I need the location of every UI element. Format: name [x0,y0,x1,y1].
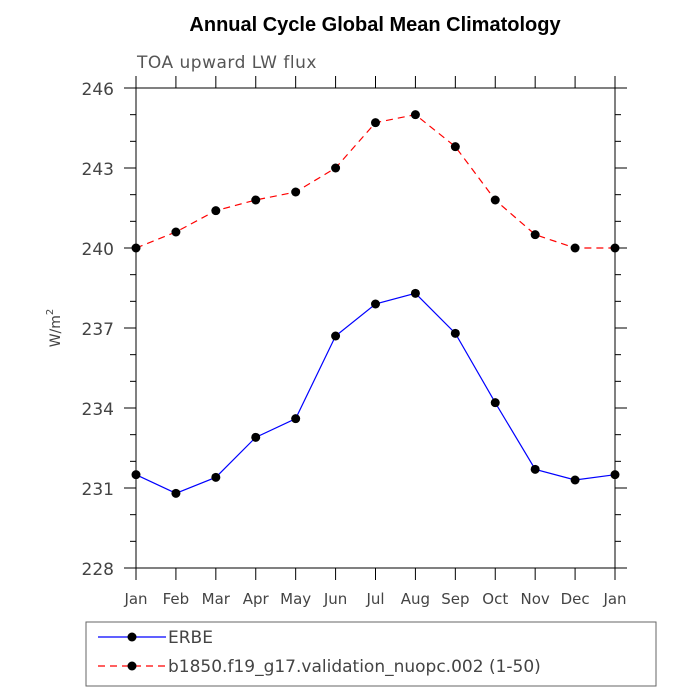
data-point [530,230,540,240]
y-axis-label: W/m2 [45,309,64,348]
data-point [171,227,181,237]
series-1 [131,288,620,498]
y-tick-label: 237 [82,320,114,340]
x-tick-label: Oct [482,590,508,608]
x-tick-label: Mar [202,590,231,608]
chart-subtitle: TOA upward LW flux [136,53,317,73]
data-point [371,118,380,128]
data-point [171,488,181,498]
x-tick-label: Sep [441,590,469,608]
y-tick-label: 246 [82,80,114,100]
series-layer [131,110,620,498]
data-point [371,299,380,309]
data-point [490,195,500,205]
legend-marker [127,632,137,642]
data-point [610,243,620,253]
x-tick-label: Jan [123,590,147,608]
y-axis-label-unit: W/m [48,315,64,347]
x-tick-label: May [280,590,311,608]
series-line [135,114,615,249]
x-tick-label: Apr [243,590,270,608]
x-tick-label: Jan [602,590,626,608]
legend-marker [127,661,137,671]
legend-label: ERBE [168,628,213,648]
data-point [291,414,301,424]
data-point [610,470,620,480]
data-point [450,142,460,152]
y-tick-label: 228 [82,560,114,580]
x-tick-label: Dec [561,590,590,608]
data-point [490,398,500,408]
data-point [570,475,580,485]
y-tick-label: 234 [82,400,114,420]
y-tick-labels: 228 231 234 237 240 243 246 [82,80,114,580]
data-point [331,163,341,173]
legend-box [85,621,657,687]
data-point [131,243,141,253]
legend-label: b1850.f19_g17.validation_nuopc.002 (1-50… [168,657,541,677]
y-tick-label: 240 [82,240,114,260]
data-point [410,110,420,120]
x-tick-labels: Jan Feb Mar Apr May Jun Jul Aug Sep Oct Nov Dec Jan [123,590,626,608]
x-tick-label: Nov [521,590,550,608]
data-point [450,328,460,338]
y-tick-label: 243 [82,160,114,180]
legend: ERBE b1850.f19_g17.validation_nuopc.002 (… [98,628,541,677]
data-point [251,432,261,442]
data-point [251,195,261,205]
x-tick-label: Feb [163,590,190,608]
data-point [410,288,420,298]
series-2 [131,110,620,253]
y-axis-label-superscript: 2 [45,309,56,315]
y-tick-label: 231 [82,480,114,500]
chart-title: Annual Cycle Global Mean Climatology [189,14,561,36]
x-tick-label: Jul [365,590,384,608]
data-point [530,464,540,474]
data-point [211,472,221,482]
data-point [131,470,141,480]
data-point [291,187,301,197]
data-point [570,243,580,253]
plot-frame [135,87,616,569]
x-tick-label: Jun [323,590,347,608]
data-point [331,331,341,341]
data-point [211,206,221,216]
tick-marks [124,76,627,580]
x-tick-label: Aug [401,590,430,608]
series-line [135,292,616,494]
